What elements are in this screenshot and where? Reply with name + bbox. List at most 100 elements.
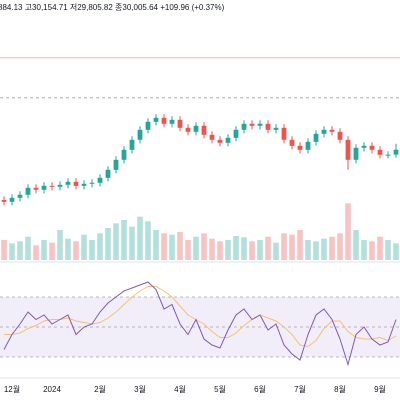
x-tick-label: 7월 [294,384,306,394]
volume-bar [97,233,103,260]
x-tick-label: 3월 [134,384,146,394]
candle-body [217,139,223,143]
x-tick-label: 2024 [43,385,61,394]
candle-body [137,129,143,140]
candle-body [25,187,31,195]
volume-bar [113,223,119,260]
volume-bar [177,232,183,260]
candle-body [369,145,375,150]
volume-bar [225,240,231,260]
candle-body [105,169,111,178]
candle-body [345,139,351,160]
volume-bar [121,220,127,260]
rsi-line [3,281,397,367]
x-tick-label: 4월 [174,384,186,394]
candle-body [265,123,271,130]
candle-body [73,181,79,186]
candle-body [249,123,255,126]
volume-bar [241,237,247,260]
candle-body [89,182,95,184]
candle-body [337,131,343,140]
volume-bar [361,240,367,260]
candle-body [81,183,87,186]
candle-body [49,185,55,187]
volume-bar [65,238,71,260]
candle-body [321,129,327,134]
x-tick-label: 8월 [334,384,346,394]
candle-body [313,133,319,142]
volume-bar [377,236,383,260]
candle-body [65,181,71,185]
volume-bar [81,234,87,260]
volume-bar [257,240,263,260]
candle-body [225,137,231,143]
candle-body [289,139,295,146]
candle-body [97,177,103,183]
volume-bar [129,226,135,260]
candle-body [145,121,151,130]
candle-body [241,123,247,130]
x-tick-label: 6월 [254,384,266,394]
volume-bar [41,240,47,260]
volume-bar [73,241,79,260]
volume-bar [105,228,111,260]
candle-body [185,127,191,132]
volume-bar [233,236,239,260]
candle-body [233,129,239,138]
volume-bar [281,233,287,260]
volume-bar [201,233,207,260]
volume-bar [313,241,319,260]
volume-bar [9,243,15,260]
candle-body [393,149,399,155]
candle-body [297,145,303,150]
volume-bar [337,233,343,260]
candle-body [17,194,23,198]
candle-body [201,125,207,135]
volume-bar [297,230,303,260]
candle-body [385,154,391,156]
candle-body [129,139,135,150]
candle-body [9,197,15,202]
candle-body [305,141,311,150]
volume-bar [273,242,279,260]
volume-bar [217,241,223,260]
candle-body [121,149,127,160]
volume-bar [393,243,399,260]
ohlc-header: 884.13 고30,154.71 저29,805.82 종30,005.64 … [0,3,225,12]
candle-body [361,145,367,148]
candle-body [57,184,63,187]
candle-body [209,134,215,140]
volume-bar [89,240,95,260]
volume-bar [161,233,167,260]
volume-bar [289,234,295,260]
x-tick-label: 2월 [94,384,106,394]
volume-bar [305,240,311,260]
volume-bar [57,230,63,260]
x-tick-label: 5월 [214,384,226,394]
x-tick-label: 9월 [374,384,386,394]
volume-bar [265,236,271,260]
volume-bar [385,240,391,260]
candle-body [377,149,383,155]
candle-body [273,127,279,130]
candle-body [1,200,7,202]
volume-bar [369,241,375,260]
volume-bar [145,221,151,260]
volume-bar [137,216,143,260]
volume-bar [49,242,55,260]
candle-body [257,123,263,126]
candle-body [153,117,159,122]
candle-body [33,187,39,190]
volume-bar [345,203,351,260]
volume-bar [321,238,327,260]
volume-bar [169,234,175,260]
volume-bar [25,236,31,260]
candle-body [177,119,183,128]
volume-bar [209,238,215,260]
volume-bar [185,240,191,260]
candle-body [41,185,47,190]
volume-bar [1,240,7,260]
candle-body [193,125,199,132]
